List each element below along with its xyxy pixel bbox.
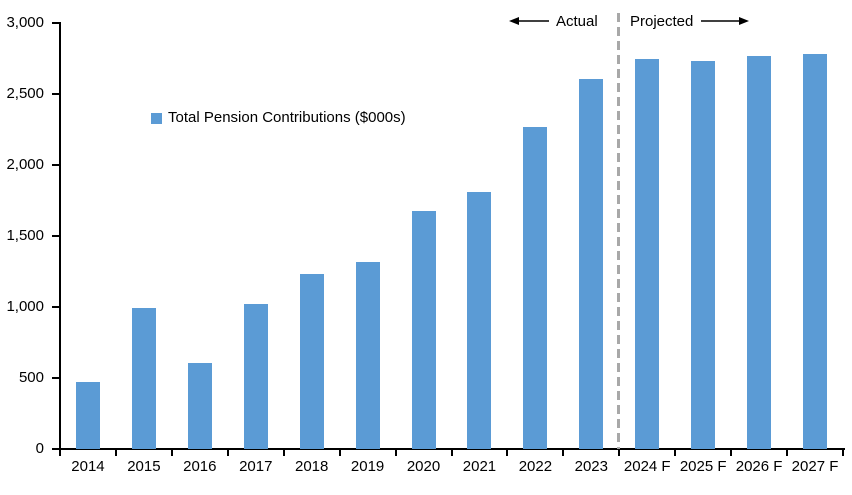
x-label-2018: 2018 — [294, 458, 329, 475]
y-tick-label: 500 — [18, 369, 44, 386]
y-tick — [52, 22, 59, 24]
y-axis-line — [59, 22, 61, 450]
y-tick-label: 2,000 — [6, 156, 44, 173]
y-tick-label: 0 — [35, 440, 44, 457]
x-tick — [786, 448, 789, 456]
legend-label: Total Pension Contributions ($000s) — [168, 109, 406, 126]
bar-2015 — [131, 308, 156, 449]
bar-2027-f — [803, 53, 828, 449]
x-tick — [674, 448, 677, 456]
x-tick — [59, 448, 61, 456]
x-label-2017: 2017 — [239, 458, 273, 475]
arrow-left-icon — [509, 17, 549, 25]
x-tick — [562, 448, 565, 456]
x-tick — [282, 448, 285, 456]
x-label-2025-f: 2025 F — [679, 458, 727, 475]
x-tick — [506, 448, 509, 456]
x-label-2016: 2016 — [183, 458, 217, 475]
bar-2014 — [75, 382, 100, 449]
bar-2016 — [187, 363, 212, 449]
legend: Total Pension Contributions ($000s) — [151, 109, 406, 127]
bar-2021 — [467, 191, 492, 449]
y-tick — [52, 377, 59, 379]
arrow-right-icon — [701, 17, 749, 25]
x-tick — [618, 448, 621, 456]
bar-2022 — [523, 126, 548, 449]
x-label-2019: 2019 — [350, 458, 385, 475]
bar-2025-f — [691, 60, 716, 449]
y-tick-label: 3,000 — [6, 14, 44, 31]
projected-label: Projected — [630, 13, 694, 30]
x-tick — [842, 448, 844, 456]
x-label-2027-f: 2027 F — [791, 458, 839, 475]
y-tick — [52, 235, 59, 237]
actual-label: Actual — [556, 13, 598, 30]
x-label-2023: 2023 — [574, 458, 608, 475]
bar-2020 — [411, 211, 436, 449]
bar-2018 — [299, 274, 324, 449]
bar-2024-f — [635, 59, 660, 449]
bar-2023 — [579, 79, 604, 449]
y-tick-label: 1,500 — [6, 227, 44, 244]
x-label-2022: 2022 — [518, 458, 553, 475]
y-tick-label: 2,500 — [6, 85, 44, 102]
bar-2026-f — [747, 56, 772, 449]
legend-marker-icon — [151, 112, 162, 124]
x-tick — [730, 448, 733, 456]
x-label-2026-f: 2026 F — [735, 458, 783, 475]
y-tick — [52, 306, 59, 308]
x-tick — [450, 448, 453, 456]
x-label-2015: 2015 — [127, 458, 161, 475]
y-tick — [52, 93, 59, 95]
bar-2019 — [355, 262, 380, 449]
y-tick-label: 1,000 — [6, 298, 44, 315]
y-tick — [52, 448, 59, 450]
x-tick — [226, 448, 229, 456]
x-label-2020: 2020 — [406, 458, 441, 475]
x-label-2024-f: 2024 F — [623, 458, 671, 475]
x-tick — [338, 448, 341, 456]
x-label-2021: 2021 — [462, 458, 497, 475]
x-tick — [170, 448, 173, 456]
x-tick — [394, 448, 397, 456]
actual-projected-divider — [617, 13, 620, 449]
x-tick — [114, 448, 117, 456]
bar-2017 — [243, 304, 268, 449]
y-tick — [52, 164, 59, 166]
x-label-2014: 2014 — [71, 458, 105, 475]
